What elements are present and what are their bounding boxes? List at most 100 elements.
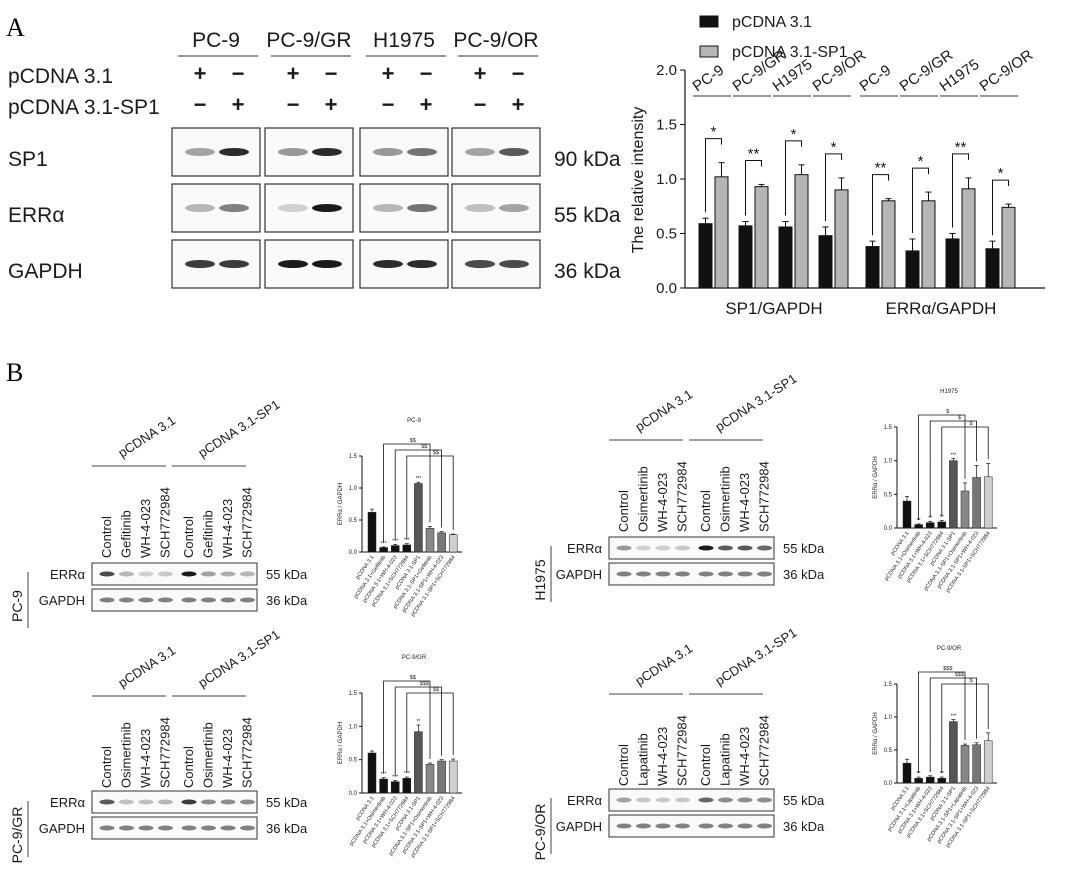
molecular-weight-label: 55 kDa xyxy=(266,795,308,810)
y-tick-label: 0.5 xyxy=(884,748,893,754)
blot-frame xyxy=(608,814,775,838)
significance-bracket xyxy=(825,153,842,221)
blot-band xyxy=(240,799,255,805)
protein-label: ERRα xyxy=(50,567,85,582)
cell-line-header: PC-9/OR xyxy=(453,29,538,52)
blot-frame xyxy=(91,562,258,586)
plus-minus-sign: + xyxy=(512,92,525,117)
blot-band xyxy=(138,571,154,577)
blot-band xyxy=(99,571,115,577)
blot-band xyxy=(201,799,216,805)
bar xyxy=(437,532,446,553)
group-label: ERRα/GAPDH xyxy=(886,299,997,318)
treatment-label: Control xyxy=(616,744,631,786)
comparison-label: $$ xyxy=(433,450,439,456)
bar xyxy=(698,223,713,289)
plus-minus-sign: − xyxy=(194,92,207,117)
blot-band xyxy=(373,204,403,212)
molecular-weight-label: 90 kDa xyxy=(554,148,621,171)
plus-minus-sign: − xyxy=(287,92,300,117)
bar xyxy=(949,721,958,784)
bar xyxy=(972,744,981,784)
significance-stars: *** xyxy=(392,774,398,780)
bar xyxy=(961,188,976,289)
bar xyxy=(425,528,435,553)
blot-band xyxy=(499,148,529,156)
blot-band xyxy=(757,545,772,551)
blot-band xyxy=(675,823,690,829)
significance-stars: * xyxy=(791,126,797,143)
blot-band xyxy=(181,799,197,805)
comparison-bracket xyxy=(383,680,431,774)
protein-label: ERRα xyxy=(567,793,602,808)
molecular-weight-label: 36 kDa xyxy=(554,260,621,283)
blot-band xyxy=(373,148,403,156)
bar xyxy=(794,174,809,289)
treatment-label: Control xyxy=(698,490,713,532)
molecular-weight-label: 36 kDa xyxy=(783,819,825,834)
blot-band xyxy=(757,823,772,829)
protein-label: GAPDH xyxy=(39,821,85,836)
blot-frame xyxy=(91,816,258,840)
blot-band xyxy=(181,571,197,577)
treatment-label: SCH772984 xyxy=(675,461,690,532)
blot-band xyxy=(718,797,733,803)
group-header: pCDNA 3.1 xyxy=(115,413,178,461)
bar xyxy=(921,200,936,289)
bar xyxy=(960,490,970,529)
bar xyxy=(437,760,446,794)
blot-band xyxy=(465,148,495,156)
significance-stars: ** xyxy=(917,518,921,524)
blot-band xyxy=(278,204,308,212)
significance-stars: *** xyxy=(381,541,387,547)
comparison-bracket xyxy=(394,686,442,777)
group-header: pCDNA 3.1 xyxy=(632,641,695,689)
blot-band xyxy=(636,797,651,803)
blot-band xyxy=(185,148,215,156)
blot-frame xyxy=(608,788,775,812)
y-tick-label: 1.0 xyxy=(656,171,677,188)
bar xyxy=(972,477,981,529)
significance-stars: *** xyxy=(950,453,956,459)
bar xyxy=(367,752,377,794)
significance-bracket xyxy=(952,153,969,228)
bar xyxy=(834,189,849,289)
blot-band xyxy=(616,571,632,577)
blot-band xyxy=(240,597,255,603)
panel-b-letter: B xyxy=(6,358,23,387)
treatment-label: WH-4-023 xyxy=(737,473,752,532)
significance-stars: *** xyxy=(950,714,956,720)
treatment-label: WH-4-023 xyxy=(655,727,670,786)
treatment-label: WH-4-023 xyxy=(138,729,153,788)
bar xyxy=(925,522,935,529)
bar xyxy=(402,544,412,553)
treatment-label: Control xyxy=(99,746,114,788)
molecular-weight-label: 36 kDa xyxy=(783,567,825,582)
comparison-bracket xyxy=(394,449,442,541)
treatment-label: Control xyxy=(181,746,196,788)
significance-stars: ** xyxy=(748,145,760,162)
blot-band xyxy=(119,597,134,603)
cell-line-header: H1975 xyxy=(373,29,435,52)
blot-band xyxy=(757,571,772,577)
blot-band xyxy=(616,545,632,551)
blot-band xyxy=(181,597,197,603)
blot-band xyxy=(312,260,342,268)
y-tick-label: 0.0 xyxy=(656,280,677,297)
protein-label: GAPDH xyxy=(39,593,85,608)
y-tick-label: 0.5 xyxy=(349,518,358,524)
plus-minus-sign: − xyxy=(382,92,395,117)
significance-bracket xyxy=(705,138,722,213)
blot-band xyxy=(465,260,495,268)
blot-band xyxy=(636,571,651,577)
treatment-label: Osimertinib xyxy=(119,722,134,788)
comparison-label: $$ xyxy=(421,444,427,450)
treatment-label: Osimertinib xyxy=(201,722,216,788)
group-header: pCDNA 3.1-SP1 xyxy=(712,371,799,435)
bar xyxy=(414,483,423,553)
blot-band xyxy=(220,597,236,603)
y-tick-label: 1.5 xyxy=(349,691,358,697)
